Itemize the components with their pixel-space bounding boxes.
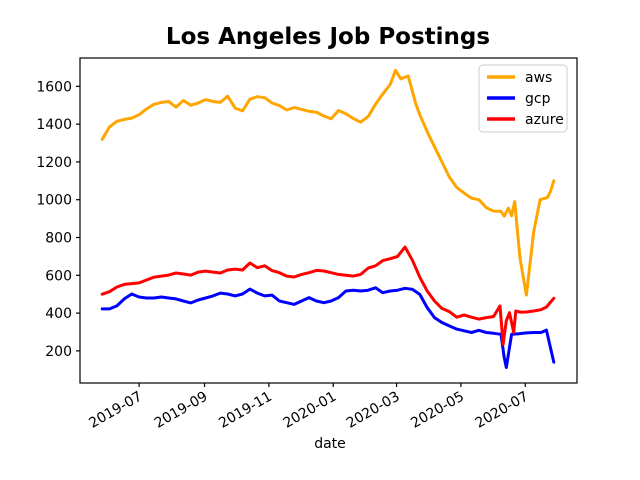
y-tick-label: 1400 (36, 117, 72, 133)
x-tick-label: 2019-09 (152, 389, 211, 432)
x-tick-label: 2019-11 (216, 389, 275, 432)
x-axis-label: date (314, 436, 346, 452)
series-line-azure (100, 245, 556, 346)
legend-label-azure: azure (525, 112, 564, 128)
y-tick-label: 800 (45, 231, 72, 247)
legend: aws gcp azure (478, 64, 568, 133)
y-tick-label: 400 (45, 306, 72, 322)
x-tick-label: 2019-07 (86, 389, 145, 432)
legend-box (478, 64, 568, 133)
y-tick-label: 1200 (36, 155, 72, 171)
series-line-gcp (100, 286, 556, 369)
series-lines (100, 68, 556, 369)
x-tick-label: 2020-03 (344, 389, 403, 432)
x-tick-label: 2020-07 (473, 389, 532, 432)
y-tick-label: 600 (45, 268, 72, 284)
series-line-aws (100, 68, 556, 297)
y-tick-label: 1000 (36, 193, 72, 209)
x-tick-label: 2020-01 (281, 389, 340, 432)
y-tick-label: 200 (45, 344, 72, 360)
legend-label-aws: aws (525, 70, 552, 86)
chart-title: Los Angeles Job Postings (166, 24, 490, 50)
x-tick-label: 2020-05 (408, 389, 467, 432)
y-tick-label: 1600 (36, 79, 72, 95)
legend-label-gcp: gcp (525, 91, 551, 107)
